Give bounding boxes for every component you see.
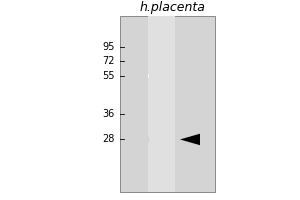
Text: 95: 95 [103, 42, 115, 52]
Text: 28: 28 [103, 134, 115, 144]
Bar [148, 137, 149, 142]
Bar [148, 74, 149, 78]
Bar [148, 74, 149, 78]
Bar [148, 74, 149, 78]
Bar [148, 137, 149, 142]
Bar [148, 74, 149, 78]
Text: 55: 55 [103, 71, 115, 81]
Bar [148, 137, 149, 142]
Bar [148, 137, 149, 142]
Bar [148, 137, 149, 142]
Bar [148, 74, 149, 78]
Text: 72: 72 [103, 56, 115, 66]
Bar [148, 74, 149, 78]
Bar [148, 74, 149, 78]
Bar [148, 137, 149, 142]
Bar [148, 74, 149, 78]
Bar [148, 137, 149, 142]
Bar [148, 137, 149, 142]
Bar [148, 74, 149, 78]
Bar [148, 137, 149, 142]
Bar [148, 16, 175, 192]
Bar [148, 137, 149, 142]
Bar [148, 74, 149, 78]
Text: h.placenta: h.placenta [140, 1, 206, 14]
Text: 36: 36 [103, 109, 115, 119]
Bar [148, 137, 149, 142]
Bar [148, 137, 149, 142]
Bar [148, 137, 149, 142]
Bar [148, 137, 149, 142]
Bar [148, 137, 149, 142]
Bar [148, 137, 149, 142]
Bar [148, 74, 149, 78]
Bar [148, 74, 149, 78]
Bar [148, 137, 149, 142]
Bar [148, 137, 149, 142]
Bar [148, 74, 149, 78]
Bar [120, 16, 215, 192]
Bar [148, 137, 149, 142]
Bar [148, 137, 149, 142]
Bar [148, 137, 149, 142]
Bar [148, 74, 149, 78]
Bar [148, 74, 149, 78]
Bar [148, 74, 149, 78]
Bar [148, 137, 149, 142]
Bar [148, 74, 149, 78]
Bar [148, 137, 149, 142]
Bar [148, 137, 149, 142]
Bar [148, 137, 149, 142]
Bar [148, 74, 149, 78]
Bar [148, 74, 149, 78]
Bar [148, 137, 149, 142]
Polygon shape [180, 134, 200, 145]
Bar [148, 74, 149, 78]
Bar [148, 137, 149, 142]
Bar [148, 74, 149, 78]
Bar [148, 74, 149, 78]
Bar [148, 137, 149, 142]
Bar [148, 137, 149, 142]
Bar [148, 74, 149, 78]
Bar [148, 74, 149, 78]
Bar [148, 137, 149, 142]
Bar [148, 137, 149, 142]
Bar [148, 137, 149, 142]
Bar [148, 74, 149, 78]
Bar [148, 137, 149, 142]
Bar [148, 137, 149, 142]
Bar [148, 137, 149, 142]
Bar [148, 74, 149, 78]
Bar [148, 74, 149, 78]
Bar [148, 74, 149, 78]
Bar [148, 74, 149, 78]
Bar [148, 74, 149, 78]
Bar [148, 74, 149, 78]
Bar [148, 74, 149, 78]
Bar [148, 74, 149, 78]
Bar [148, 74, 149, 78]
Bar [148, 137, 149, 142]
Bar [148, 74, 149, 78]
Bar [148, 74, 149, 78]
Bar [148, 74, 149, 78]
Bar [148, 137, 149, 142]
Bar [148, 74, 149, 78]
Bar [148, 74, 149, 78]
Bar [148, 137, 149, 142]
Bar [148, 137, 149, 142]
